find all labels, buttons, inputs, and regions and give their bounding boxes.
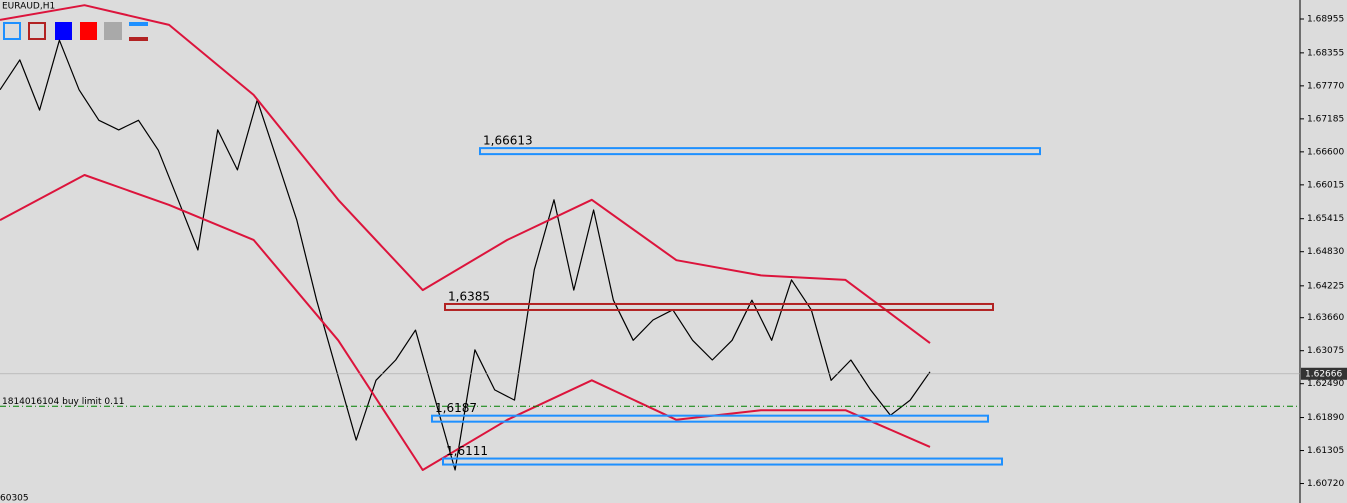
y-tick-label: 1.61890 xyxy=(1307,413,1344,423)
y-tick-label: 1.61305 xyxy=(1307,446,1344,456)
level-box xyxy=(479,147,1041,156)
y-tick-label: 1.65415 xyxy=(1307,214,1344,224)
y-tick-label: 1.67770 xyxy=(1307,81,1344,91)
level-box xyxy=(442,457,1003,466)
y-tick-label: 1.62490 xyxy=(1307,379,1344,389)
y-tick-label: 1.64830 xyxy=(1307,247,1344,257)
y-tick-label: 1.63660 xyxy=(1307,313,1344,323)
y-tick-label: 1.66015 xyxy=(1307,180,1344,190)
y-tick-label: 1.64225 xyxy=(1307,281,1344,291)
y-tick-label: 1.66600 xyxy=(1307,147,1344,157)
price-line xyxy=(0,39,931,471)
tool-blue-line[interactable] xyxy=(129,22,148,26)
band-line xyxy=(0,4,931,344)
y-tick-label: 1.67185 xyxy=(1307,114,1344,124)
level-label: 1,6111 xyxy=(446,444,488,458)
y-tick-label: 1.68355 xyxy=(1307,48,1344,58)
order-label: 1814016104 buy limit 0.11 xyxy=(2,397,124,407)
current-price-label: 1.62666 xyxy=(1305,369,1342,379)
tool-blue-frame[interactable] xyxy=(3,22,21,40)
level-label: 1,6385 xyxy=(448,289,490,303)
band-line xyxy=(0,174,931,471)
level-label: 1,6187 xyxy=(435,401,477,415)
symbol-label: EURAUD,H1 xyxy=(2,2,55,12)
current-price-box xyxy=(1301,367,1347,380)
tool-red-fill[interactable] xyxy=(80,22,97,40)
tool-red-line[interactable] xyxy=(129,37,148,41)
y-tick-label: 1.68955 xyxy=(1307,15,1344,25)
tool-gray-fill[interactable] xyxy=(104,22,122,40)
level-box xyxy=(431,414,989,423)
level-label: 1,66613 xyxy=(483,134,533,148)
tool-red-frame[interactable] xyxy=(28,22,46,40)
level-box xyxy=(444,302,994,311)
y-tick-label: 1.60720 xyxy=(1307,479,1344,489)
x-partial-label: 60305 xyxy=(0,494,29,503)
tool-blue-fill[interactable] xyxy=(55,22,72,40)
y-tick-label: 1.63075 xyxy=(1307,346,1344,356)
toolbar xyxy=(3,22,148,41)
